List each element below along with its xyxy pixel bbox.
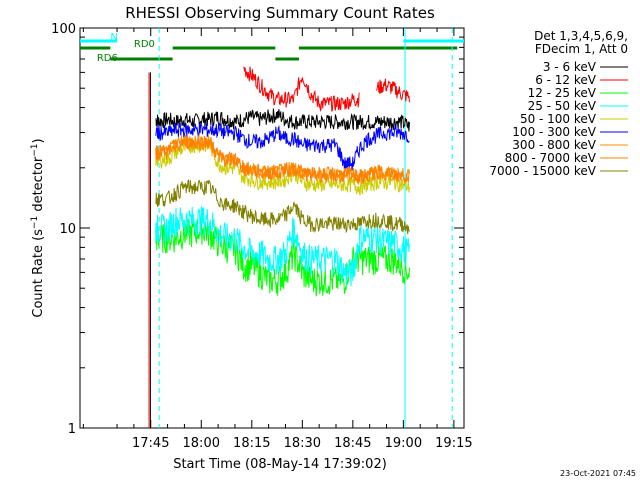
series-line xyxy=(155,108,410,132)
series-line xyxy=(155,137,410,196)
chart-title: RHESSI Observing Summary Count Rates xyxy=(125,4,435,22)
x-tick-label: 18:30 xyxy=(284,436,321,451)
legend-label: 12 - 25 keV xyxy=(528,86,597,100)
legend-label: 100 - 300 keV xyxy=(512,125,596,139)
series-line xyxy=(155,134,410,186)
x-tick-label: 18:15 xyxy=(233,436,270,451)
footer-timestamp: 23-Oct-2021 07:45 xyxy=(560,469,636,478)
legend-label: 7000 - 15000 keV xyxy=(489,164,596,178)
y-tick-label: 10 xyxy=(59,222,76,237)
legend-label: 6 - 12 keV xyxy=(535,73,597,87)
series-line xyxy=(155,122,410,171)
x-tick-label: 17:45 xyxy=(132,436,169,451)
legend-label: 25 - 50 keV xyxy=(528,99,597,113)
legend-label: 300 - 800 keV xyxy=(512,138,596,152)
status-label-n: N xyxy=(110,32,117,43)
legend-label: 800 - 7000 keV xyxy=(505,151,597,165)
status-label-rd6: RD6 xyxy=(97,53,118,64)
y-tick-label: 100 xyxy=(51,22,76,37)
x-tick-label: 18:00 xyxy=(183,436,220,451)
x-tick-label: 19:00 xyxy=(385,436,422,451)
x-tick-label: 18:45 xyxy=(334,436,371,451)
y-tick-label: 1 xyxy=(68,422,76,437)
series-line xyxy=(243,66,410,112)
status-bars: N RD0 RD6 xyxy=(80,28,464,428)
series-lines xyxy=(155,66,410,297)
y-axis-label: Count Rate (s−1 detector−1) xyxy=(30,138,46,317)
x-axis-label: Start Time (08-May-14 17:39:02) xyxy=(173,457,387,472)
legend-label: 3 - 6 keV xyxy=(543,60,597,74)
legend-header-line-1: Det 1,3,4,5,6,9, xyxy=(534,29,628,43)
series-line xyxy=(155,134,410,185)
series-line xyxy=(155,179,410,235)
legend-header-line-2: FDecim 1, Att 0 xyxy=(535,42,628,56)
series-line xyxy=(155,206,410,287)
axis-ticks: 17:45 18:00 18:15 18:30 18:45 19:00 19:15 100 10… xyxy=(51,22,472,451)
x-tick-label: 19:15 xyxy=(435,436,472,451)
status-label-rd0: RD0 xyxy=(134,39,155,50)
legend-label: 50 - 100 keV xyxy=(520,112,597,126)
